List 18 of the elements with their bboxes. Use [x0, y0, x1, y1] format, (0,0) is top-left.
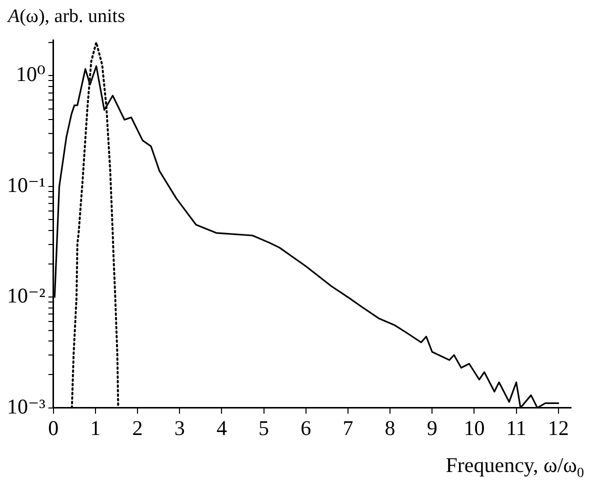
x-tick-label: 6 — [300, 416, 312, 440]
x-tick-label: 12 — [548, 416, 569, 440]
x-tick-label: 2 — [132, 416, 143, 440]
x-tick-label: 0 — [48, 416, 59, 440]
y-tick-label: 10⁻³ — [6, 394, 46, 418]
x-tick-label: 11 — [506, 416, 526, 440]
x-tick-label: 3 — [174, 416, 185, 440]
y-axis-title: A(ω), arb. units — [6, 6, 125, 27]
y-tick-label: 10⁰ — [16, 62, 46, 86]
x-tick-label: 8 — [384, 416, 396, 440]
y-tick-label: 10⁻² — [6, 284, 46, 308]
x-tick-label: 10 — [464, 416, 485, 440]
x-tick-label: 4 — [216, 416, 228, 440]
x-tick-label: 9 — [426, 416, 438, 440]
x-tick-label: 7 — [342, 416, 354, 440]
y-tick-label: 10⁻¹ — [6, 172, 46, 197]
x-tick-label: 5 — [258, 416, 270, 440]
x-tick-label: 1 — [90, 416, 101, 440]
